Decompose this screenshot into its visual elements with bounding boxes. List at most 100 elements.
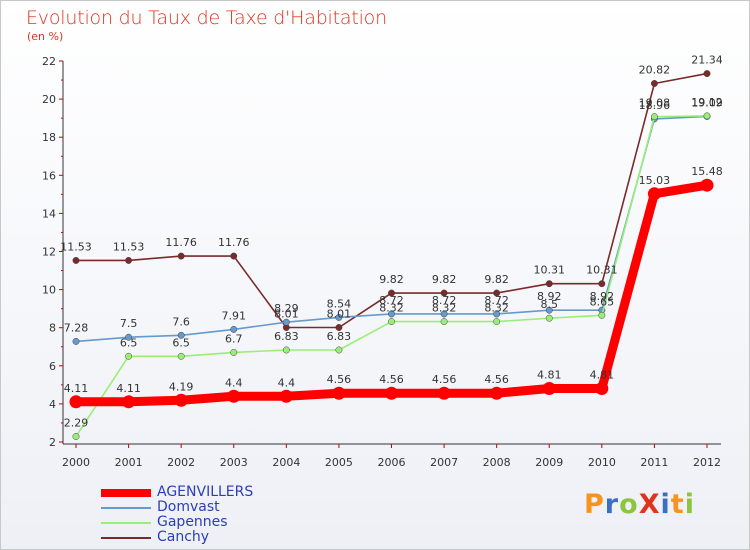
data-point-agenvillers (69, 395, 83, 409)
data-point-gapennes (493, 318, 501, 326)
data-point-gapennes (598, 311, 606, 319)
y-tick-label: 8 (49, 322, 56, 335)
data-label-canchy: 9.82 (379, 273, 404, 286)
y-unit-label: (en %) (27, 30, 64, 43)
data-point-gapennes (230, 349, 238, 356)
data-point-gapennes (125, 352, 133, 360)
data-label-gapennes: 6.5 (120, 336, 138, 349)
data-label-agenvillers: 4.56 (484, 373, 509, 386)
data-point-agenvillers (647, 187, 661, 201)
data-label-canchy: 9.82 (484, 273, 509, 286)
y-tick-label: 18 (42, 131, 56, 144)
data-point-agenvillers (490, 386, 504, 400)
x-tick-label: 2010 (588, 456, 616, 469)
legend-swatch (101, 522, 151, 524)
data-point-gapennes (177, 352, 185, 360)
data-label-domvast: 7.6 (172, 315, 190, 328)
data-label-gapennes: 19.08 (639, 97, 671, 110)
x-tick-label: 2004 (272, 456, 300, 469)
y-tick-label: 22 (42, 55, 56, 68)
y-tick-label: 10 (42, 284, 56, 297)
logo-letter: t (670, 489, 685, 520)
logo-letter: X (638, 489, 661, 520)
data-point-canchy (650, 80, 658, 87)
y-tick-label: 12 (42, 246, 56, 259)
data-point-domvast (230, 325, 238, 333)
data-label-gapennes: 2.29 (64, 416, 89, 429)
x-tick-label: 2005 (325, 456, 353, 469)
data-point-domvast (545, 306, 553, 314)
data-label-canchy: 11.76 (218, 236, 250, 249)
legend: AGENVILLERS Domvast Gapennes Canchy (101, 485, 301, 545)
data-label-domvast: 18.96 (639, 99, 671, 112)
data-label-agenvillers: 4.11 (116, 382, 141, 395)
data-point-canchy (230, 252, 238, 260)
data-point-domvast (335, 313, 343, 321)
data-label-gapennes: 8.65 (590, 295, 615, 308)
data-point-canchy (598, 280, 606, 288)
data-label-canchy: 8.01 (274, 308, 299, 321)
data-point-canchy (703, 70, 711, 78)
data-point-gapennes (650, 113, 658, 121)
data-label-agenvillers: 15.48 (691, 165, 723, 178)
data-label-canchy: 8.01 (327, 308, 352, 321)
data-label-gapennes: 6.5 (172, 336, 190, 349)
logo-letter: i (684, 489, 695, 520)
data-point-agenvillers (332, 386, 346, 400)
legend-label: Domvast (157, 499, 220, 515)
data-label-canchy: 10.31 (586, 264, 618, 277)
data-point-agenvillers (595, 381, 609, 395)
legend-item-domvast: Domvast (101, 500, 301, 515)
data-label-domvast: 8.72 (484, 294, 509, 307)
y-tick-label: 20 (42, 93, 56, 106)
data-point-canchy (335, 324, 343, 331)
data-label-agenvillers: 15.03 (639, 174, 671, 187)
data-label-domvast: 8.72 (379, 294, 404, 307)
data-label-gapennes: 8.32 (432, 302, 457, 315)
data-point-domvast (282, 318, 290, 326)
data-label-agenvillers: 4.4 (278, 376, 296, 389)
data-point-domvast (72, 337, 80, 345)
y-tick-label: 16 (42, 169, 56, 182)
data-point-domvast (440, 310, 448, 318)
data-point-agenvillers (227, 389, 241, 403)
data-point-gapennes (545, 314, 553, 322)
data-point-agenvillers (437, 386, 451, 400)
data-label-canchy: 20.82 (639, 63, 671, 76)
data-point-gapennes (335, 346, 343, 354)
logo-letter: r (604, 489, 620, 520)
data-label-domvast: 19.09 (691, 96, 723, 109)
data-label-canchy: 11.76 (165, 236, 197, 249)
data-point-gapennes (282, 346, 290, 354)
data-label-domvast: 7.91 (222, 309, 247, 322)
proxiti-logo: ProXiti (584, 489, 695, 520)
legend-label: Canchy (157, 529, 210, 545)
x-tick-label: 2012 (693, 456, 721, 469)
x-tick-label: 2002 (167, 456, 195, 469)
data-label-domvast: 8.72 (432, 294, 457, 307)
data-label-agenvillers: 4.56 (379, 373, 404, 386)
data-label-gapennes: 6.83 (327, 330, 352, 343)
data-label-domvast: 8.92 (590, 290, 615, 303)
data-point-canchy (440, 289, 448, 297)
x-tick-label: 2006 (378, 456, 406, 469)
data-label-agenvillers: 4.81 (537, 368, 562, 381)
data-point-gapennes (703, 112, 711, 120)
data-point-canchy (388, 289, 395, 297)
y-tick-label: 2 (49, 436, 56, 449)
data-point-agenvillers (122, 395, 136, 409)
data-point-gapennes (440, 318, 448, 326)
data-label-gapennes: 8.32 (379, 302, 404, 315)
data-label-canchy: 9.82 (432, 273, 457, 286)
data-label-agenvillers: 4.56 (327, 373, 352, 386)
x-tick-label: 2008 (483, 456, 511, 469)
data-point-canchy (177, 252, 185, 260)
chart-title: Evolution du Taux de Taxe d'Habitation (26, 7, 387, 29)
x-tick-label: 2011 (640, 456, 668, 469)
y-tick-label: 4 (49, 398, 56, 411)
data-label-domvast: 8.92 (537, 290, 562, 303)
data-point-agenvillers (174, 393, 188, 407)
legend-item-canchy: Canchy (101, 530, 301, 545)
